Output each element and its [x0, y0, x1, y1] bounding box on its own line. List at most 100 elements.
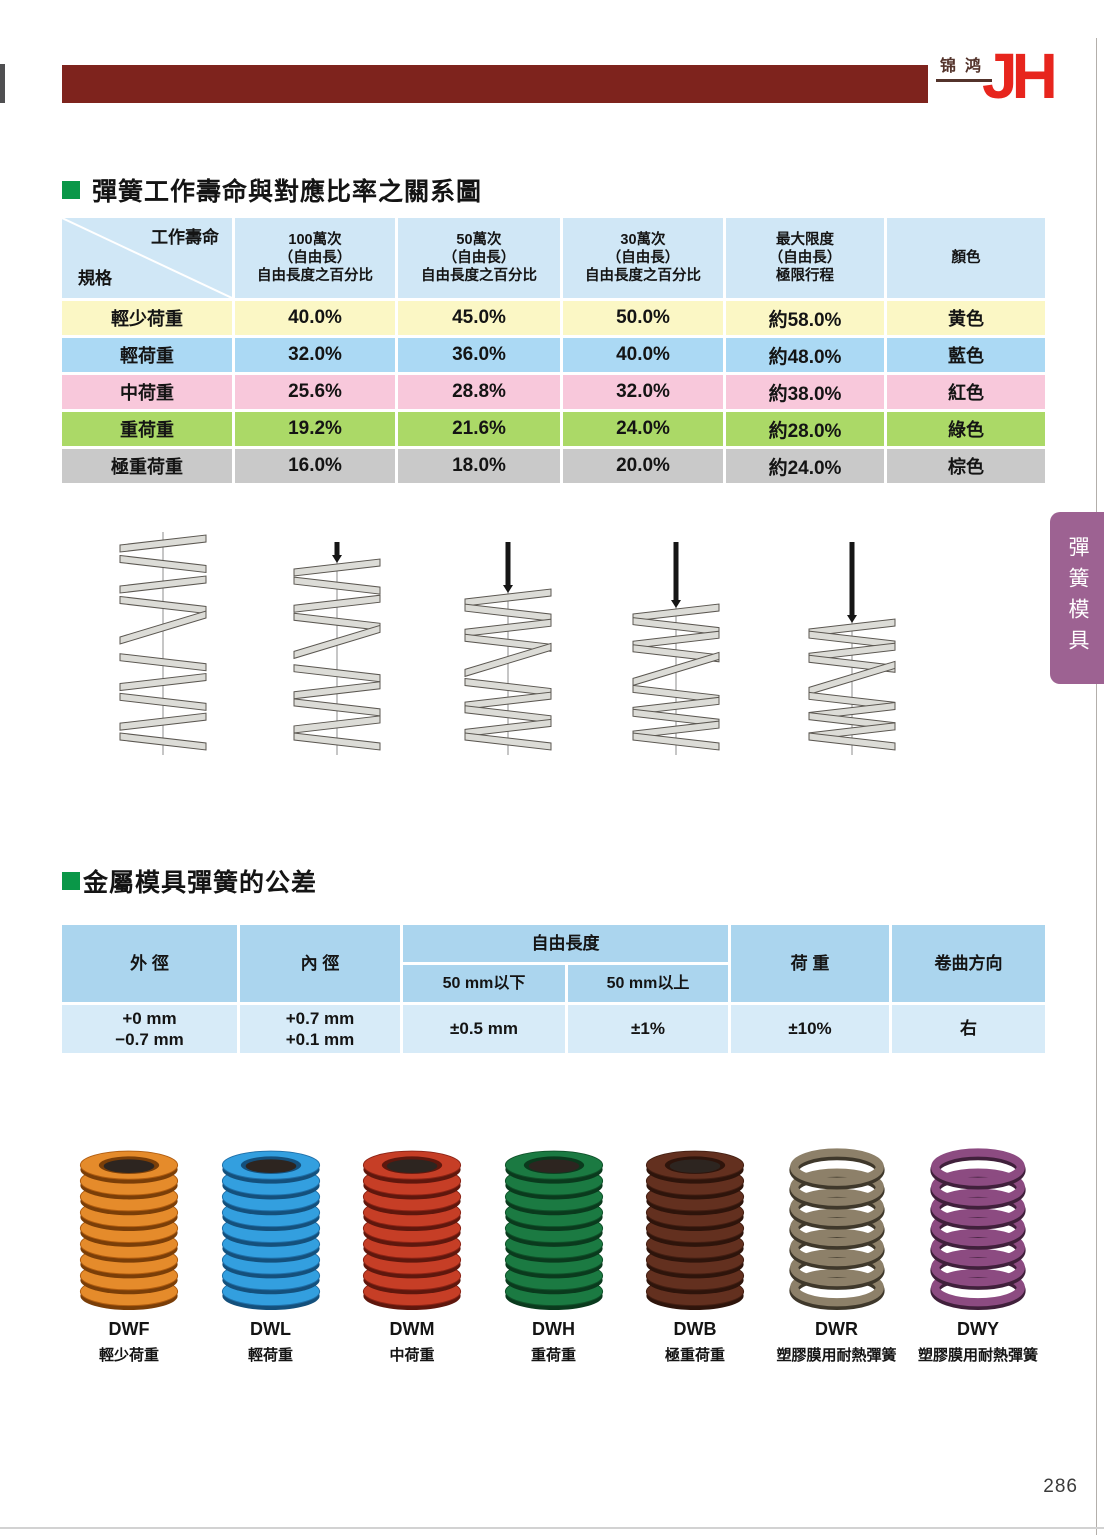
product-spring-image-dwy [930, 1148, 1026, 1311]
product-dwy: DWY 塑膠膜用耐熱彈簧 [911, 1136, 1045, 1365]
tolerance-header-load: 荷 重 [731, 925, 889, 1002]
product-spring-image-dwh [504, 1150, 603, 1311]
diagram-spring-3 [464, 542, 552, 755]
row-value: 約38.0% [726, 375, 884, 409]
column-header-300k-cycles: 30萬次 （自由長） 自由長度之百分比 [563, 218, 723, 298]
row-value: 24.0% [563, 412, 723, 446]
row-value: 20.0% [563, 449, 723, 483]
corner-header-cell: 工作壽命 規格 [62, 218, 232, 298]
tolerance-value-outer-diameter: +0 mm −0.7 mm [62, 1005, 237, 1053]
product-model: DWL [250, 1319, 291, 1339]
row-value: 50.0% [563, 301, 723, 335]
row-value: 40.0% [235, 301, 395, 335]
green-square-bullet [62, 181, 80, 199]
product-spring-image-dwm [362, 1150, 462, 1311]
tolerance-header-coil-direction: 卷曲方向 [892, 925, 1045, 1002]
corner-header-top-label: 工作壽命 [151, 228, 219, 247]
section2-title-text: 金屬模具彈簧的公差 [83, 869, 318, 897]
page-right-rule [1096, 38, 1097, 1535]
row-value: 16.0% [235, 449, 395, 483]
row-value: 32.0% [235, 338, 395, 372]
tolerance-value-load: ±10% [731, 1005, 889, 1053]
row-value: 36.0% [398, 338, 560, 372]
product-dwr: DWR 塑膠膜用耐熱彈簧 [770, 1136, 904, 1365]
tolerance-value-inner-diameter: +0.7 mm +0.1 mm [240, 1005, 400, 1053]
product-dwb: DWB 極重荷重 [628, 1136, 762, 1365]
side-tab-label: 彈簧模具 [1066, 536, 1089, 660]
page-bottom-rule [0, 1527, 1104, 1529]
product-model: DWM [389, 1319, 435, 1339]
product-spring-image-dwl [221, 1150, 320, 1311]
diagram-spring-2 [293, 542, 381, 755]
product-gallery: DWF 輕少荷重 DWL 輕荷重 DWM 中荷重 DWH 重荷重 DWB 極重荷重 DWR 塑膠膜用耐… [62, 1136, 1045, 1365]
product-model: DWF [108, 1319, 150, 1339]
diagram-spring-4 [632, 542, 720, 755]
row-color-name: 黄色 [887, 301, 1045, 335]
product-model: DWH [532, 1319, 575, 1339]
row-value: 19.2% [235, 412, 395, 446]
product-description: 中荷重 [389, 1347, 435, 1364]
column-header-max-limit: 最大限度 （自由長） 極限行程 [726, 218, 884, 298]
row-value: 40.0% [563, 338, 723, 372]
column-header-1m-cycles: 100萬次 （自由長） 自由長度之百分比 [235, 218, 395, 298]
life-ratio-table: 工作壽命 規格 100萬次 （自由長） 自由長度之百分比 50萬次 （自由長） … [62, 218, 1045, 483]
diagram-spring-5 [808, 542, 896, 755]
row-label: 重荷重 [62, 412, 232, 446]
product-model: DWR [815, 1319, 858, 1339]
row-value: 32.0% [563, 375, 723, 409]
side-tab-spring-mold[interactable]: 彈簧模具 [1050, 512, 1104, 684]
product-description: 輕少荷重 [98, 1347, 159, 1364]
corner-header-bottom-label: 規格 [78, 268, 112, 288]
tolerance-table: 外 徑 內 徑 自由長度 50 mm以下 50 mm以上 荷 重 卷曲方向 +0… [62, 925, 1045, 1053]
row-value: 約48.0% [726, 338, 884, 372]
row-color-name: 藍色 [887, 338, 1045, 372]
row-value: 45.0% [398, 301, 560, 335]
green-square-bullet [62, 872, 80, 890]
row-label: 中荷重 [62, 375, 232, 409]
row-label: 輕少荷重 [62, 301, 232, 335]
product-dwf: DWF 輕少荷重 [62, 1136, 196, 1365]
product-description: 塑膠膜用耐熱彈簧 [776, 1347, 897, 1364]
product-spring-image-dwr [788, 1148, 885, 1311]
brand-jh-logo: JH [982, 40, 1058, 112]
row-label: 輕荷重 [62, 338, 232, 372]
row-value: 25.6% [235, 375, 395, 409]
product-model: DWY [957, 1319, 999, 1339]
header-bar [62, 65, 928, 103]
brand-logo: 锦鸿 JH [936, 44, 1058, 108]
diagram-spring-1 [119, 532, 207, 755]
product-description: 極重荷重 [664, 1347, 725, 1364]
row-value: 18.0% [398, 449, 560, 483]
row-value: 約58.0% [726, 301, 884, 335]
product-spring-image-dwf [79, 1150, 179, 1311]
tolerance-header-free-length: 自由長度 [403, 925, 728, 962]
row-color-name: 綠色 [887, 412, 1045, 446]
brand-chinese-text: 锦鸿 [936, 52, 993, 82]
product-dwh: DWH 重荷重 [487, 1136, 621, 1365]
product-description: 塑膠膜用耐熱彈簧 [917, 1347, 1038, 1364]
page-number: 286 [1043, 1476, 1078, 1497]
tolerance-header-inner-diameter: 內 徑 [240, 925, 400, 1002]
section1-title-text: 彈簧工作壽命與對應比率之關系圖 [92, 178, 483, 206]
row-color-name: 棕色 [887, 449, 1045, 483]
tolerance-subheader-under-50mm: 50 mm以下 [403, 965, 565, 1002]
column-header-color: 顏色 [887, 218, 1045, 298]
tolerance-value-under-50mm: ±0.5 mm [403, 1005, 565, 1053]
column-header-500k-cycles: 50萬次 （自由長） 自由長度之百分比 [398, 218, 560, 298]
tolerance-value-coil-direction: 右 [892, 1005, 1045, 1053]
spring-compression-diagram [119, 532, 896, 755]
tolerance-header-outer-diameter: 外 徑 [62, 925, 237, 1002]
product-dwm: DWM 中荷重 [345, 1136, 479, 1365]
product-dwl: DWL 輕荷重 [204, 1136, 338, 1365]
row-value: 約28.0% [726, 412, 884, 446]
section2-title: 金屬模具彈簧的公差 [62, 863, 317, 899]
section1-title: 彈簧工作壽命與對應比率之關系圖 [62, 172, 482, 208]
product-description: 重荷重 [530, 1347, 576, 1364]
tolerance-value-over-50mm: ±1% [568, 1005, 728, 1053]
product-model: DWB [673, 1319, 717, 1339]
product-spring-image-dwb [645, 1150, 745, 1311]
product-description: 輕荷重 [247, 1347, 293, 1364]
row-value: 約24.0% [726, 449, 884, 483]
row-value: 28.8% [398, 375, 560, 409]
